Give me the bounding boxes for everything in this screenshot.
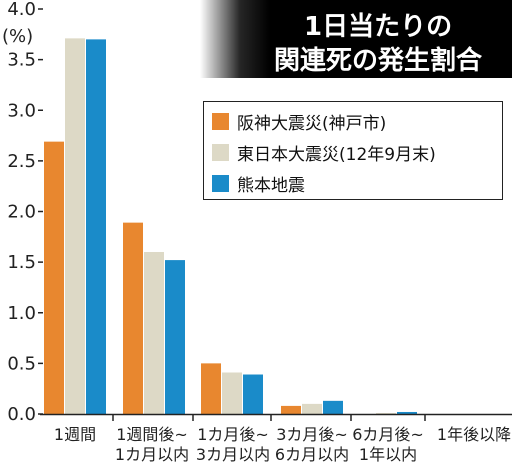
y-tick-label: 4.0: [7, 0, 36, 20]
bar-hanshin-1: [123, 222, 143, 414]
x-tick-label: 1カ月後~: [197, 425, 269, 444]
y-tick-label: 3.0: [7, 100, 36, 121]
bar-higashi-4: [376, 412, 396, 414]
bar-kumamoto-3: [323, 400, 343, 414]
bar-higashi-2: [222, 372, 242, 414]
x-tick-label: 1週間後~: [116, 425, 188, 444]
y-axis-unit-label: (%): [2, 26, 33, 47]
y-tick-label: 1.0: [7, 303, 36, 324]
legend-item-kumamoto: 熊本地震: [212, 169, 305, 197]
bar-kumamoto-1: [165, 260, 185, 414]
bars: [44, 38, 417, 415]
bar-higashi-3: [302, 403, 322, 414]
x-tick-label: 1週間: [54, 425, 96, 444]
x-tick-label-line2: 1年以内: [359, 445, 417, 464]
bar-kumamoto-2: [243, 374, 263, 414]
x-tick-label-line2: 1カ月以内: [115, 445, 189, 464]
bar-kumamoto-0: [86, 39, 106, 414]
bar-higashi-0: [65, 38, 85, 415]
title-line-1: 1日当たりの: [304, 12, 453, 42]
legend-swatch-higashi: [212, 143, 229, 161]
y-tick-label: 1.5: [7, 252, 36, 273]
y-tick-label: 0.5: [7, 353, 36, 374]
bar-kumamoto-4: [397, 411, 417, 414]
x-tick-label-line2: 6カ月以内: [275, 445, 349, 464]
x-tick-label: 3カ月後~: [276, 425, 348, 444]
x-tick-label-line2: 3カ月以内: [196, 445, 270, 464]
bar-hanshin-3: [281, 405, 301, 414]
legend-item-hanshin: 阪神大震災(神戸市): [212, 107, 386, 135]
legend-swatch-kumamoto: [212, 174, 229, 192]
bar-hanshin-2: [201, 363, 221, 414]
y-axis-ticks: 0.0 0.5 1.0 1.5 2.0 2.5 3.0 3.5 4.0: [7, 0, 43, 425]
legend-label-hanshin: 阪神大震災(神戸市): [237, 113, 387, 134]
y-tick-label: 0.0: [7, 404, 36, 425]
bar-higashi-1: [144, 252, 164, 414]
x-axis-labels: 1週間 1週間後~1カ月以内1カ月後~3カ月以内3カ月後~6カ月以内6カ月後~1年…: [54, 414, 511, 464]
y-tick-label: 2.5: [7, 151, 36, 172]
legend-swatch-hanshin: [212, 112, 229, 130]
legend: 阪神大震災(神戸市) 東日本大震災(12年9月末) 熊本地震: [203, 101, 503, 200]
y-tick-label: 3.5: [7, 50, 36, 71]
bar-hanshin-0: [44, 141, 64, 414]
y-tick-label: 2.0: [7, 202, 36, 223]
title-line-2: 関連死の発生割合: [274, 46, 483, 76]
legend-label-higashi: 東日本大震災(12年9月末): [237, 144, 436, 165]
x-tick-label: 6カ月後~: [352, 425, 424, 444]
legend-item-higashi: 東日本大震災(12年9月末): [212, 138, 436, 166]
title-box: 1日当たりの 関連死の発生割合: [200, 0, 512, 78]
x-tick-label: 1年後以降: [437, 425, 511, 444]
legend-label-kumamoto: 熊本地震: [237, 175, 305, 196]
